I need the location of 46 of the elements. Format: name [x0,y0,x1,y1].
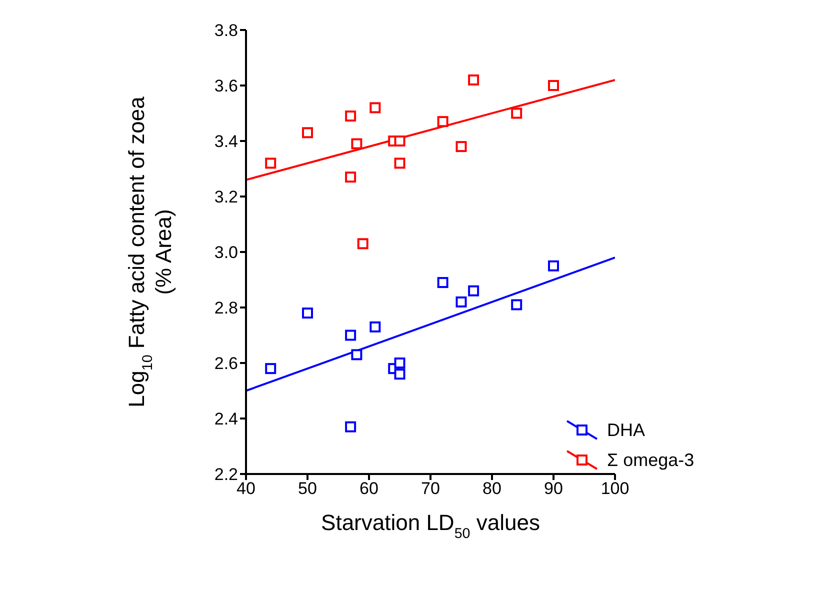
y-tick-label: 2.2 [214,465,238,484]
point [394,358,406,368]
y-tick-label: 3.6 [214,76,238,96]
point [345,330,356,341]
x-tick-label: 100 [600,479,630,498]
point [548,80,559,91]
legend-label: DHA [607,420,646,440]
point [351,349,362,360]
legend-label: Σ omega-3 [607,450,694,470]
point [302,308,313,319]
point [456,141,467,152]
point [265,363,276,374]
x-tick-label: 90 [544,479,563,498]
y-tick-label: 2.8 [214,298,238,318]
point [351,138,362,150]
point [345,110,356,122]
x-tick-label: 50 [298,479,317,498]
y-tick-label: 3.2 [214,188,238,207]
point [548,260,559,272]
point [468,74,480,86]
point [265,158,276,169]
point [345,421,356,432]
point [370,102,381,114]
point [370,321,381,332]
point [345,172,356,183]
point [394,158,406,169]
point [394,136,406,146]
point [511,299,522,310]
point [394,368,406,380]
y-tick-label: 3.0 [214,243,238,262]
point [437,277,448,288]
x-axis-title: Starvation LD$_{50}$ values [321,510,540,542]
point [468,285,480,296]
x-tick-label: 80 [482,479,502,498]
y-tick-label: 2.6 [214,354,238,374]
y-tick-label: 3.8 [214,21,238,40]
point [437,116,448,128]
y-tick-label: 2.4 [214,410,238,429]
point [357,238,368,250]
x-tick-label: 70 [421,479,440,498]
y-tick-label: 3.4 [214,132,238,152]
point [456,296,467,308]
x-tick-label: 60 [360,479,378,498]
point [302,127,313,138]
point [511,108,522,119]
x-tick-label: 40 [236,479,256,498]
